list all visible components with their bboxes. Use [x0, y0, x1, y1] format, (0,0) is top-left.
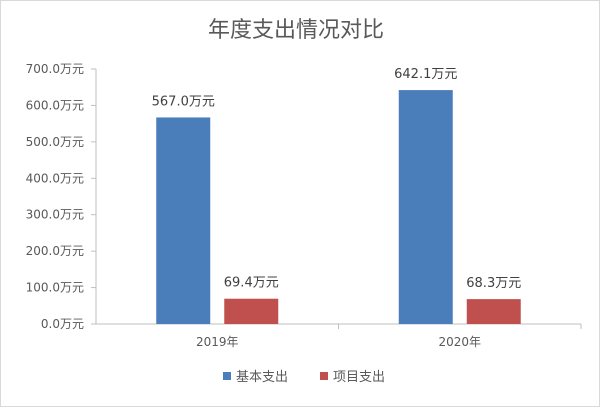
x-tick-label: 2020年 [438, 335, 481, 349]
bar [224, 298, 279, 324]
data-labels: 567.0万元 69.4万元 642.1万元 68.3万元 [152, 67, 522, 291]
y-tick-label: 200.0万元 [26, 244, 84, 258]
bar [156, 117, 211, 324]
bar [398, 90, 453, 325]
data-label: 69.4万元 [224, 276, 279, 291]
chart-title: 年度支出情况对比 [208, 18, 384, 43]
y-tick-label: 400.0万元 [26, 171, 84, 185]
bar [466, 299, 521, 324]
legend-label: 基本支出 [236, 370, 288, 385]
y-tick-label: 300.0万元 [26, 208, 84, 222]
legend: 基本支出 项目支出 [223, 370, 385, 385]
y-tick-label: 100.0万元 [26, 281, 84, 295]
y-tick-label: 600.0万元 [26, 98, 84, 112]
y-tick-label: 0.0万元 [41, 317, 84, 331]
bars [156, 90, 521, 325]
data-label: 68.3万元 [466, 276, 521, 291]
legend-label: 项目支出 [333, 370, 385, 385]
y-tick-label: 500.0万元 [26, 135, 84, 149]
axes: 0.0万元 100.0万元 200.0万元 300.0万元 400.0万元 500.0万元… [26, 62, 582, 349]
data-label: 642.1万元 [394, 67, 457, 82]
y-tick-label: 700.0万元 [26, 62, 84, 76]
legend-swatch [320, 372, 328, 380]
legend-swatch [223, 372, 231, 380]
data-label: 567.0万元 [152, 94, 215, 109]
x-tick-label: 2019年 [196, 335, 239, 349]
